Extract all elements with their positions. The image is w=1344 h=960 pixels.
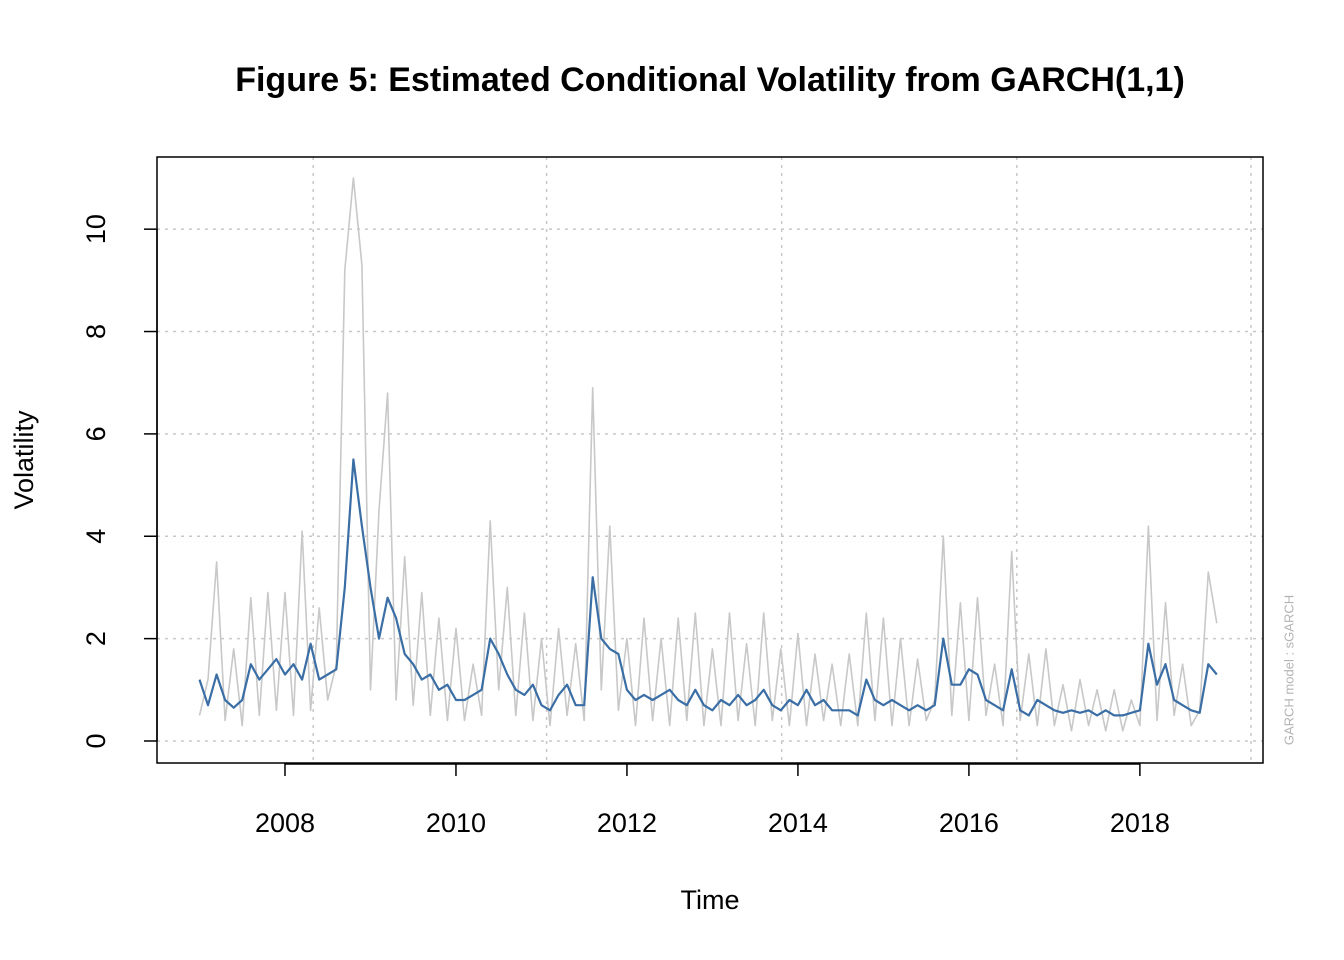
y-tick-label: 0 xyxy=(81,733,111,748)
x-axis-label: Time xyxy=(681,885,740,915)
y-tick-label: 10 xyxy=(81,214,111,244)
y-tick-label: 2 xyxy=(81,631,111,646)
x-tick-label: 2008 xyxy=(255,808,315,838)
y-tick-label: 8 xyxy=(81,324,111,339)
data-line xyxy=(198,458,1218,717)
y-axis-label: Volatility xyxy=(9,410,39,510)
x-tick-label: 2010 xyxy=(426,808,486,838)
x-tick-label: 2018 xyxy=(1110,808,1170,838)
x-tick-label: 2012 xyxy=(597,808,657,838)
x-tick-label: 2016 xyxy=(939,808,999,838)
y-tick-label: 4 xyxy=(81,529,111,544)
y-tick-label: 6 xyxy=(81,426,111,441)
x-tick-label: 2014 xyxy=(768,808,828,838)
chart-title: Figure 5: Estimated Conditional Volatili… xyxy=(235,61,1185,99)
data-line xyxy=(198,177,1218,732)
annotation: GARCH model : sGARCH xyxy=(1281,595,1296,745)
